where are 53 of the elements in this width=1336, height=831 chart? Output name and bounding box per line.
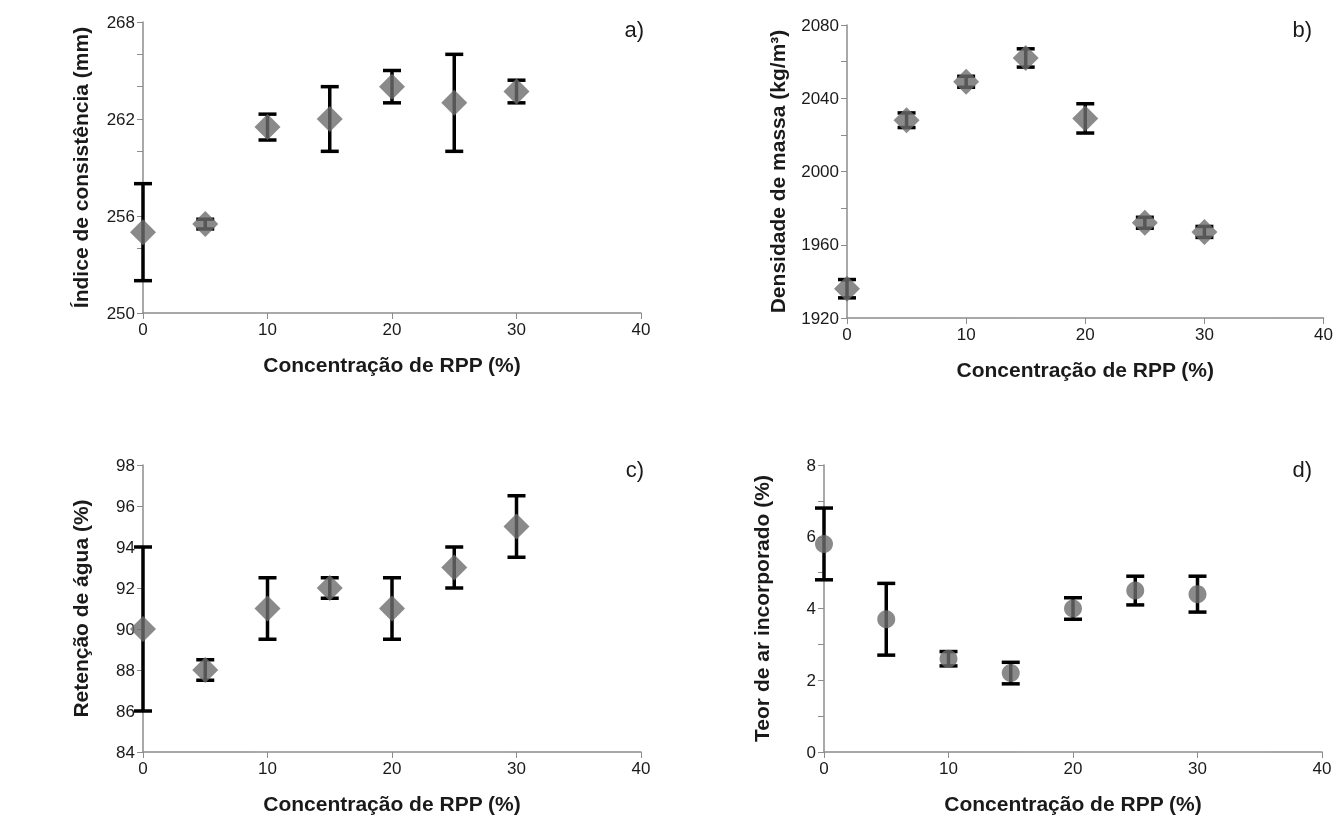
x-tick-label: 10 [258, 320, 277, 339]
y-tick-label: 90 [116, 619, 135, 639]
x-tick-label: 10 [258, 759, 277, 778]
annotation: d) [1292, 456, 1312, 482]
y-tick-label: 1920 [801, 308, 839, 328]
x-tick-label: 0 [842, 325, 852, 344]
x-axis-title: Concentração de RPP (%) [944, 791, 1202, 815]
y-tick-label: 88 [116, 660, 135, 680]
y-tick-label: 98 [116, 455, 135, 475]
y-tick-label: 94 [116, 537, 135, 557]
y-tick-label: 86 [116, 701, 135, 721]
x-tick-label: 40 [631, 320, 651, 339]
y-axis-title: Índice de consistência (mm) [68, 26, 92, 309]
y-tick-label: 0 [806, 742, 816, 762]
y-tick-label: 8 [806, 455, 816, 475]
y-tick-label: 2040 [801, 88, 839, 108]
y-tick-label: 1960 [801, 235, 839, 255]
x-tick-label: 0 [138, 320, 148, 339]
x-tick-label: 20 [1075, 325, 1095, 344]
y-tick-label: 2000 [801, 162, 839, 181]
x-tick-label: 30 [1194, 325, 1214, 344]
x-tick-label: 0 [138, 759, 148, 778]
x-tick-label: 30 [1188, 759, 1207, 778]
x-axis-title: Concentração de RPP (%) [263, 791, 521, 815]
x-tick-label: 40 [631, 759, 651, 778]
y-tick-label: 6 [806, 527, 816, 547]
y-tick-label: 250 [106, 303, 135, 323]
y-tick-label: 2 [806, 670, 816, 690]
x-tick-label: 20 [382, 759, 402, 778]
x-tick-label: 10 [939, 759, 958, 778]
x-tick-label: 20 [382, 320, 402, 339]
y-tick-label: 2080 [801, 15, 839, 35]
annotation: a) [624, 16, 644, 42]
annotation: c) [625, 456, 644, 482]
y-tick-label: 84 [116, 742, 135, 762]
y-axis-title: Teor de ar incorporado (%) [749, 475, 773, 742]
y-tick-label: 4 [806, 599, 816, 618]
x-tick-label: 30 [507, 759, 526, 778]
x-tick-label: 10 [956, 325, 976, 344]
y-tick-label: 96 [116, 496, 135, 516]
x-tick-label: 20 [1063, 759, 1083, 778]
x-tick-label: 40 [1312, 759, 1332, 778]
x-tick-label: 30 [507, 320, 526, 339]
x-tick-label: 40 [1314, 325, 1334, 344]
annotation: b) [1292, 16, 1312, 42]
y-tick-label: 262 [106, 109, 135, 129]
y-axis-title: Densidade de massa (kg/m³) [765, 29, 789, 314]
x-axis-title: Concentração de RPP (%) [956, 357, 1215, 381]
y-tick-label: 92 [116, 578, 135, 598]
y-axis-title: Retenção de água (%) [68, 499, 92, 718]
y-tick-label: 268 [106, 12, 135, 32]
y-tick-label: 256 [106, 206, 135, 226]
x-axis-title: Concentração de RPP (%) [263, 352, 521, 376]
